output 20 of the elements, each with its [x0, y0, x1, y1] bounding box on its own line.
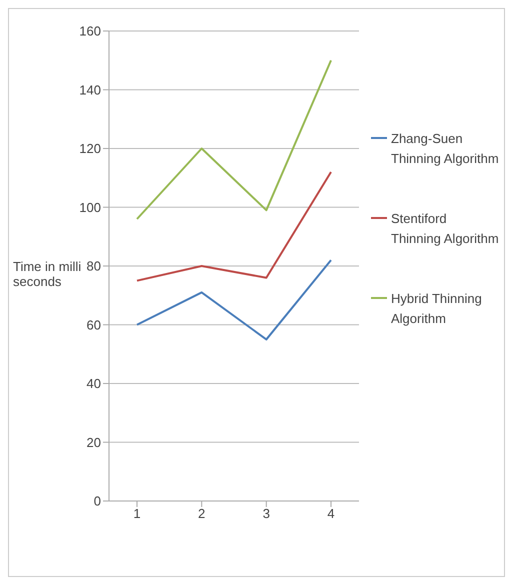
y-tick-label: 120: [79, 141, 101, 156]
x-tick-label: 3: [262, 506, 270, 522]
line-series: [136, 59, 332, 220]
y-axis-title: Time in milliseconds: [13, 259, 82, 289]
x-tick-label: 4: [327, 506, 335, 522]
line-series: [136, 171, 332, 282]
x-tick-label: 1: [133, 506, 141, 522]
y-tick-label: 160: [79, 24, 101, 39]
y-tick-label: 20: [86, 434, 101, 450]
y-tick-label: 100: [79, 200, 101, 215]
y-tick-label: 80: [86, 258, 101, 274]
legend-label: Hybrid Thinning Algorithm: [391, 290, 483, 328]
y-tick-label: 140: [79, 82, 101, 98]
y-tick-label: 60: [86, 317, 101, 332]
line-series: [136, 259, 332, 340]
x-tick-label: 2: [198, 506, 206, 522]
y-tick-label: 0: [94, 494, 101, 509]
y-tick-label: 40: [86, 376, 101, 392]
legend-label: Zhang-Suen Thinning Algorithm: [391, 130, 499, 168]
legend-label: Stentiford Thinning Algorithm: [391, 210, 499, 248]
